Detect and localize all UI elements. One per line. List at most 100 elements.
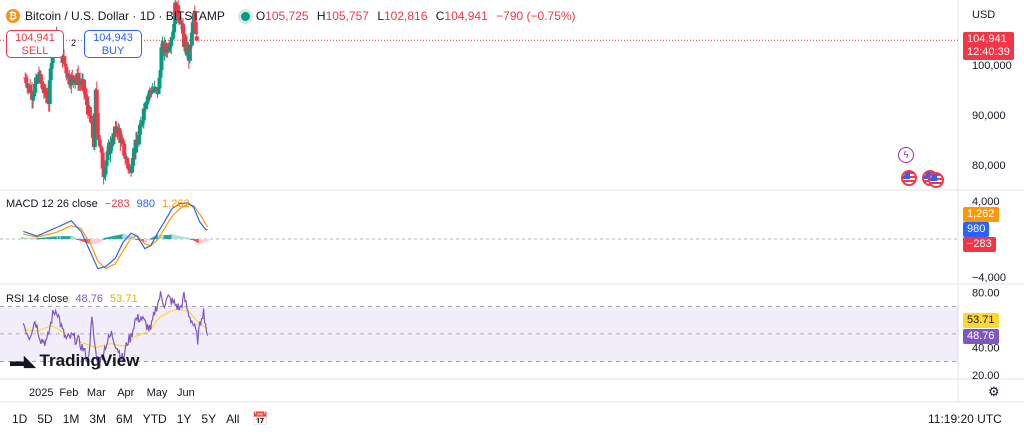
- symbol-title[interactable]: Bitcoin / U.S. Dollar · 1D · BITSTAMP: [25, 9, 225, 23]
- rsi-legend-ma: 53.71: [110, 293, 138, 305]
- timeframe-6m[interactable]: 6M: [116, 412, 133, 426]
- candle-body: [156, 88, 161, 95]
- candle-body: [82, 79, 87, 92]
- candle: [120, 134, 125, 142]
- candle-body: [169, 39, 174, 46]
- timeframe-5d[interactable]: 5D: [37, 412, 53, 426]
- macd-pane: 4,000 −4,000: [0, 196, 1006, 284]
- candle-body: [184, 42, 189, 56]
- tradingview-logo[interactable]: ▬◣ TradingView: [10, 351, 139, 371]
- candle-body: [181, 24, 186, 34]
- buy-price: 104,943: [93, 32, 133, 44]
- candle: [193, 16, 198, 35]
- candle: [89, 117, 94, 124]
- macd-legend-title: MACD 12 26 close: [6, 198, 98, 210]
- rsi-tick-label: 20.00: [972, 370, 1000, 382]
- candle-body: [153, 87, 158, 89]
- buy-button[interactable]: 104,943 BUY: [84, 30, 142, 58]
- candle-body: [138, 123, 143, 126]
- timeframe-1d[interactable]: 1D: [12, 412, 28, 426]
- timeframe-3m[interactable]: 3M: [89, 412, 107, 426]
- rsi-legend-title: RSI 14 close: [6, 293, 69, 305]
- timeframe-ytd[interactable]: YTD: [142, 412, 167, 426]
- candle-body: [168, 45, 173, 48]
- candle: [117, 124, 122, 134]
- candle: [143, 101, 148, 112]
- macd-legend-macd: 980: [136, 198, 155, 210]
- candle-body: [102, 174, 107, 177]
- time-tick-label: Mar: [87, 387, 106, 399]
- candle-body: [84, 94, 88, 97]
- candle: [133, 132, 138, 160]
- candle: [64, 64, 69, 81]
- macd-legend-hist: −283: [104, 198, 130, 210]
- brand-name: TradingView: [39, 351, 140, 370]
- utc-clock[interactable]: 11:19:20 UTC: [928, 412, 1002, 426]
- macd-hist-bar: [102, 238, 107, 240]
- price-tick-label: 90,000: [972, 110, 1006, 122]
- macd-signal-tag: 1,262: [963, 207, 999, 222]
- candle: [97, 139, 102, 147]
- rsi-tick-label: 40.00: [972, 343, 1000, 355]
- candle-body: [117, 127, 122, 134]
- lightning-icon[interactable]: ϟ: [898, 147, 914, 163]
- candle-body: [100, 152, 105, 169]
- candle-body: [133, 139, 138, 153]
- us-flag-icon[interactable]: [928, 172, 944, 188]
- market-open-icon: [240, 11, 250, 21]
- candle-body: [144, 101, 149, 103]
- candle: [152, 80, 157, 93]
- candle-body: [118, 133, 123, 143]
- candle: [104, 158, 109, 172]
- bitcoin-icon: ₿: [6, 9, 20, 23]
- time-tick-label: 2025: [29, 387, 53, 399]
- timeframe-1y[interactable]: 1Y: [176, 412, 192, 426]
- spread-value: 2: [71, 38, 77, 48]
- candle-body: [39, 81, 44, 84]
- candle-body: [125, 157, 130, 164]
- candle-body: [123, 155, 128, 158]
- settings-icon[interactable]: ⚙: [988, 384, 1000, 399]
- time-axis: 2025 Feb Mar Apr May Jun: [29, 387, 195, 399]
- candle-body: [89, 122, 94, 124]
- ohlc-high: 105,757: [325, 9, 369, 23]
- sell-label: SELL: [21, 45, 49, 57]
- candle-body: [158, 70, 163, 78]
- candle-body: [146, 94, 151, 97]
- candle-body: [194, 36, 199, 41]
- candle-body: [92, 113, 97, 147]
- candle-body: [152, 87, 157, 91]
- candle: [108, 136, 113, 163]
- us-flag-icon[interactable]: [901, 170, 917, 186]
- candle-body: [84, 96, 89, 105]
- timeframe-5y[interactable]: 5Y: [201, 412, 217, 426]
- currency-selector[interactable]: USD: [972, 9, 996, 21]
- candle-body: [48, 68, 53, 81]
- candle-body: [159, 47, 164, 71]
- candle-body: [150, 90, 155, 94]
- sell-button[interactable]: 104,941 SELL: [6, 30, 64, 58]
- calendar-icon[interactable]: 📅: [252, 411, 269, 426]
- bar-countdown: 12:40:39: [967, 46, 1010, 59]
- rsi-legend[interactable]: RSI 14 close 48.76 53.71: [6, 293, 138, 305]
- macd-legend-signal: 1,262: [162, 198, 190, 210]
- rsi-tick-label: 80.00: [972, 288, 1000, 300]
- rsi-pane: 80.00 40.00 20.00: [0, 288, 1000, 382]
- candle-body: [87, 106, 92, 116]
- candle-body: [63, 63, 68, 67]
- candle-body: [99, 147, 104, 153]
- candle: [187, 44, 192, 64]
- candle-body: [95, 112, 100, 135]
- candle: [94, 81, 99, 118]
- buy-label: BUY: [101, 45, 125, 57]
- candle-body: [190, 22, 195, 33]
- timeframe-1m[interactable]: 1M: [62, 412, 80, 426]
- candle-body: [33, 84, 38, 93]
- candle-body: [44, 95, 49, 99]
- candle-body: [131, 157, 136, 166]
- macd-legend[interactable]: MACD 12 26 close −283 980 1,262: [6, 198, 190, 210]
- candle-body: [126, 163, 131, 169]
- timeframe-all[interactable]: All: [226, 412, 240, 426]
- candle-body: [151, 90, 156, 92]
